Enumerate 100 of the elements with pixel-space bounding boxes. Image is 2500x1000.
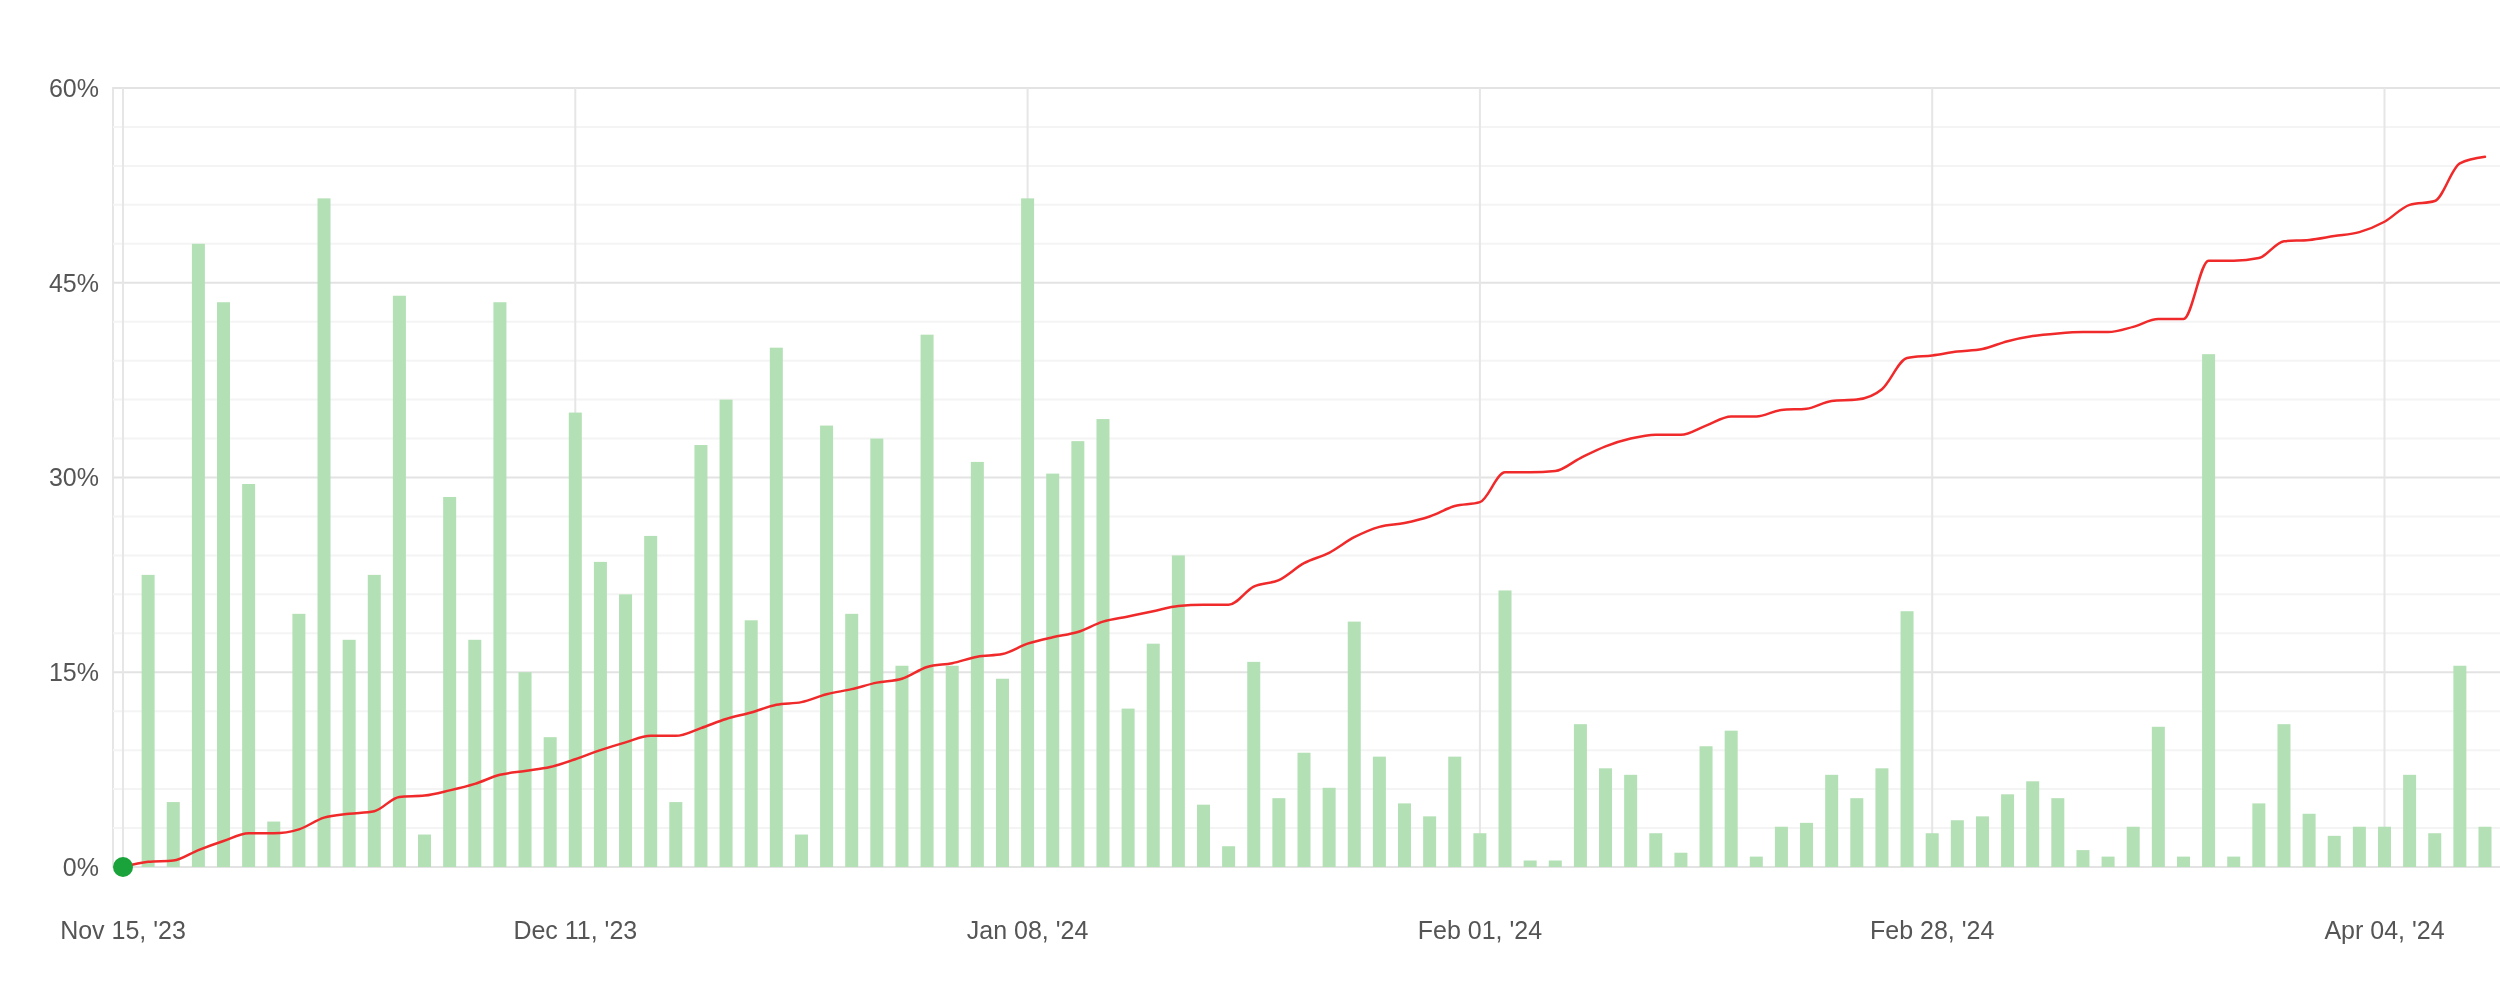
bar (2126, 826, 2140, 867)
bar (1473, 833, 1487, 867)
bar (1171, 555, 1185, 867)
bar (1925, 833, 1939, 867)
bar (1121, 708, 1135, 867)
bar (669, 802, 683, 867)
bar (166, 802, 180, 867)
x-tick-label: Nov 15, '23 (60, 916, 186, 944)
x-tick-label: Feb 28, '24 (1870, 916, 1995, 944)
bar (518, 672, 532, 867)
bar (1423, 816, 1437, 867)
bar (769, 347, 783, 867)
bar (2478, 826, 2492, 867)
bar (2302, 813, 2316, 867)
bar (568, 412, 582, 867)
bar (1724, 730, 1738, 867)
bar (945, 665, 959, 867)
x-tick-label: Apr 04, '24 (2324, 916, 2445, 944)
bar (820, 425, 834, 867)
bar (619, 594, 633, 867)
bar (1196, 804, 1210, 867)
bar (794, 834, 808, 867)
bar (292, 613, 306, 867)
bar (1599, 768, 1613, 867)
bar (1523, 860, 1537, 867)
bar (2277, 724, 2291, 867)
bar (2202, 354, 2216, 867)
bar (2051, 798, 2065, 867)
bar (1222, 846, 1236, 867)
bar (1071, 441, 1085, 867)
bar (1398, 803, 1412, 867)
bar (217, 302, 231, 867)
bar (1900, 611, 1914, 867)
bar (2227, 856, 2241, 867)
bar (543, 737, 557, 867)
x-tick-label: Dec 11, '23 (513, 916, 638, 944)
bar (870, 438, 884, 867)
bar (191, 243, 205, 867)
bar (593, 561, 607, 867)
bar (342, 639, 356, 867)
bar (719, 399, 733, 867)
bar (2151, 726, 2165, 867)
y-tick-label: 30% (48, 463, 99, 492)
bar (970, 461, 984, 867)
bar (1096, 419, 1110, 867)
bar (367, 574, 381, 867)
bar (920, 334, 934, 867)
bar (1950, 820, 1964, 867)
y-tick-label: 60% (48, 73, 99, 102)
bar (1800, 822, 1814, 867)
bar (1046, 473, 1060, 867)
bar (1649, 833, 1663, 867)
bar (845, 613, 859, 867)
bar (418, 834, 432, 867)
bar (1347, 621, 1361, 867)
bar (1573, 724, 1587, 867)
bar (2026, 781, 2040, 867)
bar (1146, 643, 1160, 867)
bar (2101, 856, 2115, 867)
y-tick-label: 15% (48, 658, 99, 686)
bar (1548, 860, 1562, 867)
bar (317, 198, 331, 867)
bar (1272, 798, 1286, 867)
bar (468, 639, 482, 867)
bar (1297, 752, 1311, 867)
bar (2403, 774, 2417, 867)
bar (392, 295, 406, 867)
bar (744, 620, 758, 867)
bar (2327, 835, 2341, 867)
bar (1699, 746, 1713, 867)
bar (1247, 661, 1261, 867)
bar (2453, 665, 2467, 867)
bar (2428, 833, 2442, 867)
y-tick-label: 45% (48, 268, 99, 297)
bar (1825, 774, 1839, 867)
bar (2352, 826, 2366, 867)
bar (1021, 198, 1035, 867)
bar (1372, 756, 1386, 867)
bar (1498, 590, 1512, 867)
bar (493, 302, 507, 867)
bar (1875, 768, 1889, 867)
bar (1448, 756, 1462, 867)
bar (995, 678, 1009, 867)
bar (1850, 798, 1864, 867)
x-tick-label: Feb 01, '24 (1417, 916, 1543, 944)
x-tick-label: Jan 08, '24 (966, 916, 1089, 944)
bar (2076, 850, 2090, 867)
bar (1322, 787, 1336, 867)
bar (895, 665, 909, 867)
bar (2377, 826, 2391, 867)
bar (694, 445, 708, 867)
y-tick-label: 0% (62, 852, 99, 881)
bar (141, 574, 155, 867)
bar (2001, 794, 2015, 867)
bar (242, 483, 256, 867)
bar (1624, 774, 1638, 867)
bar (2176, 856, 2190, 867)
bar (1674, 852, 1688, 867)
bar (443, 496, 457, 867)
bar (1774, 826, 1788, 867)
